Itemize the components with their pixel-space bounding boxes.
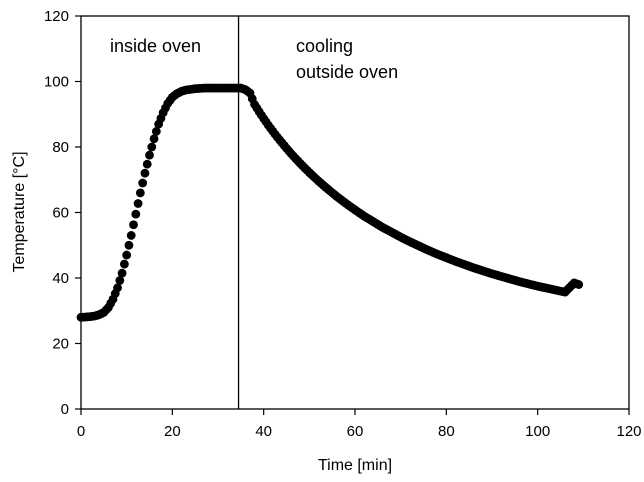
data-point xyxy=(138,178,148,188)
x-axis-ticks: 0 20 40 60 80 100 120 xyxy=(77,409,642,440)
data-point xyxy=(124,240,134,250)
x-tick-label: 80 xyxy=(438,423,455,440)
y-tick-label: 0 xyxy=(61,401,69,418)
annotation-inside-oven: inside oven xyxy=(110,36,201,56)
data-point xyxy=(119,259,129,269)
x-axis-label: Time [min] xyxy=(318,457,392,474)
x-tick-label: 20 xyxy=(164,423,181,440)
data-points xyxy=(76,83,584,322)
data-point xyxy=(131,209,141,219)
annotation-cooling: cooling xyxy=(296,36,353,56)
y-tick-label: 40 xyxy=(52,270,69,287)
y-tick-label: 100 xyxy=(44,74,69,91)
data-point xyxy=(151,127,161,136)
data-point xyxy=(117,268,127,278)
y-tick-label: 80 xyxy=(52,139,69,156)
data-point xyxy=(142,159,152,169)
data-point xyxy=(135,188,145,198)
data-point xyxy=(149,134,159,144)
data-point xyxy=(140,168,150,178)
y-tick-label: 20 xyxy=(52,336,69,353)
data-point xyxy=(133,199,143,208)
y-axis-ticks: 0 20 40 60 80 100 120 xyxy=(44,8,81,418)
data-point xyxy=(129,220,138,230)
data-point xyxy=(115,276,125,285)
y-axis-label: Temperature [°C] xyxy=(11,151,28,272)
x-tick-label: 0 xyxy=(77,423,85,440)
data-point xyxy=(147,142,157,152)
x-tick-label: 60 xyxy=(347,423,364,440)
y-tick-label: 120 xyxy=(44,8,69,25)
y-tick-label: 60 xyxy=(52,205,69,222)
x-tick-label: 100 xyxy=(525,423,550,440)
data-point xyxy=(574,280,584,289)
x-tick-label: 120 xyxy=(616,423,641,440)
data-point xyxy=(126,231,136,240)
annotation-outside-oven: outside oven xyxy=(296,62,398,82)
data-point xyxy=(145,150,154,160)
data-point xyxy=(113,283,122,293)
x-tick-label: 40 xyxy=(255,423,272,440)
data-point xyxy=(122,250,132,260)
